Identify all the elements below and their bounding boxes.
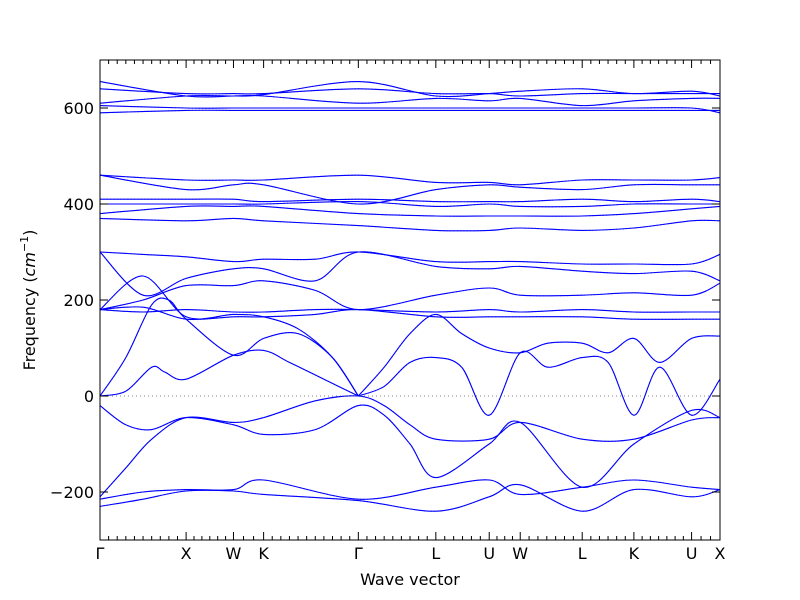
x-tick-label: U <box>686 544 698 563</box>
phonon-band-12 <box>100 280 720 311</box>
phonon-band-14 <box>100 251 720 266</box>
x-tick-label: L <box>578 544 587 563</box>
phonon-band-markers-19 <box>100 174 720 205</box>
x-tick-label: X <box>181 544 192 563</box>
phonon-band-markers-7 <box>358 350 720 416</box>
x-tick-label: W <box>226 544 242 563</box>
phonon-band-3 <box>100 395 720 498</box>
phonon-band-6 <box>100 297 359 397</box>
phonon-band-markers-14 <box>100 251 720 266</box>
phonon-band-10 <box>100 306 720 321</box>
y-axis-label-unit: cm <box>20 252 39 276</box>
phonon-band-24 <box>100 88 720 97</box>
phonon-band-markers-12 <box>100 280 720 311</box>
y-tick-label: −200 <box>50 483 94 502</box>
y-axis-label-exponent: −1 <box>18 236 31 252</box>
phonon-band-markers-8 <box>357 313 720 397</box>
phonon-band-markers-25 <box>100 81 720 98</box>
x-tick-label: U <box>483 544 495 563</box>
phonon-band-markers-22 <box>100 105 720 114</box>
phonon-band-8 <box>357 313 720 397</box>
y-tick-label: 600 <box>63 99 94 118</box>
phonon-bands <box>100 81 720 512</box>
phonon-band-markers-20 <box>100 174 720 186</box>
x-tick-label: K <box>258 544 269 563</box>
phonon-band-markers-2 <box>100 483 720 512</box>
phonon-band-markers-21 <box>100 109 720 114</box>
phonon-band-4 <box>100 404 720 488</box>
y-axis-label-close: ) <box>20 230 39 236</box>
phonon-band-2 <box>100 483 720 512</box>
x-tick-label: L <box>431 544 440 563</box>
phonon-band-5 <box>100 349 359 397</box>
phonon-band-markers-3 <box>100 395 720 498</box>
y-tick-label: 0 <box>84 387 94 406</box>
y-axis-label: Frequency (cm−1) <box>18 230 39 371</box>
phonon-band-25 <box>100 81 720 98</box>
phonon-band-22 <box>100 105 720 114</box>
phonon-band-markers-16 <box>100 205 720 217</box>
phonon-band-1 <box>100 479 720 500</box>
x-tick-label: K <box>629 544 640 563</box>
plot-frame <box>99 59 721 541</box>
phonon-band-markers-17 <box>100 201 720 208</box>
phonon-band-markers-11 <box>100 308 720 313</box>
phonon-band-markers-15 <box>100 217 720 232</box>
phonon-band-markers-4 <box>100 404 720 488</box>
phonon-band-markers-6 <box>100 297 359 397</box>
phonon-band-markers-24 <box>100 88 720 97</box>
x-tick-label: X <box>715 544 726 563</box>
y-tick-label: 200 <box>63 291 94 310</box>
x-tick-label: Γ <box>96 544 105 563</box>
y-axis-label-main: Frequency ( <box>20 276 39 370</box>
y-axis-ticks: −200 0 200 400 600 <box>50 99 720 502</box>
x-tick-label: Γ <box>354 544 363 563</box>
x-axis-label: Wave vector <box>360 570 460 589</box>
phonon-band-markers-10 <box>100 306 720 321</box>
phonon-band-13 <box>100 251 720 297</box>
phonon-band-9 <box>100 275 359 397</box>
y-tick-label: 400 <box>63 195 94 214</box>
plot-area <box>99 59 721 541</box>
phonon-band-markers-5 <box>100 349 359 397</box>
phonon-band-markers-18 <box>100 198 720 203</box>
phonon-band-16 <box>100 205 720 217</box>
phonon-band-markers-9 <box>100 275 359 397</box>
x-tick-label: W <box>512 544 528 563</box>
